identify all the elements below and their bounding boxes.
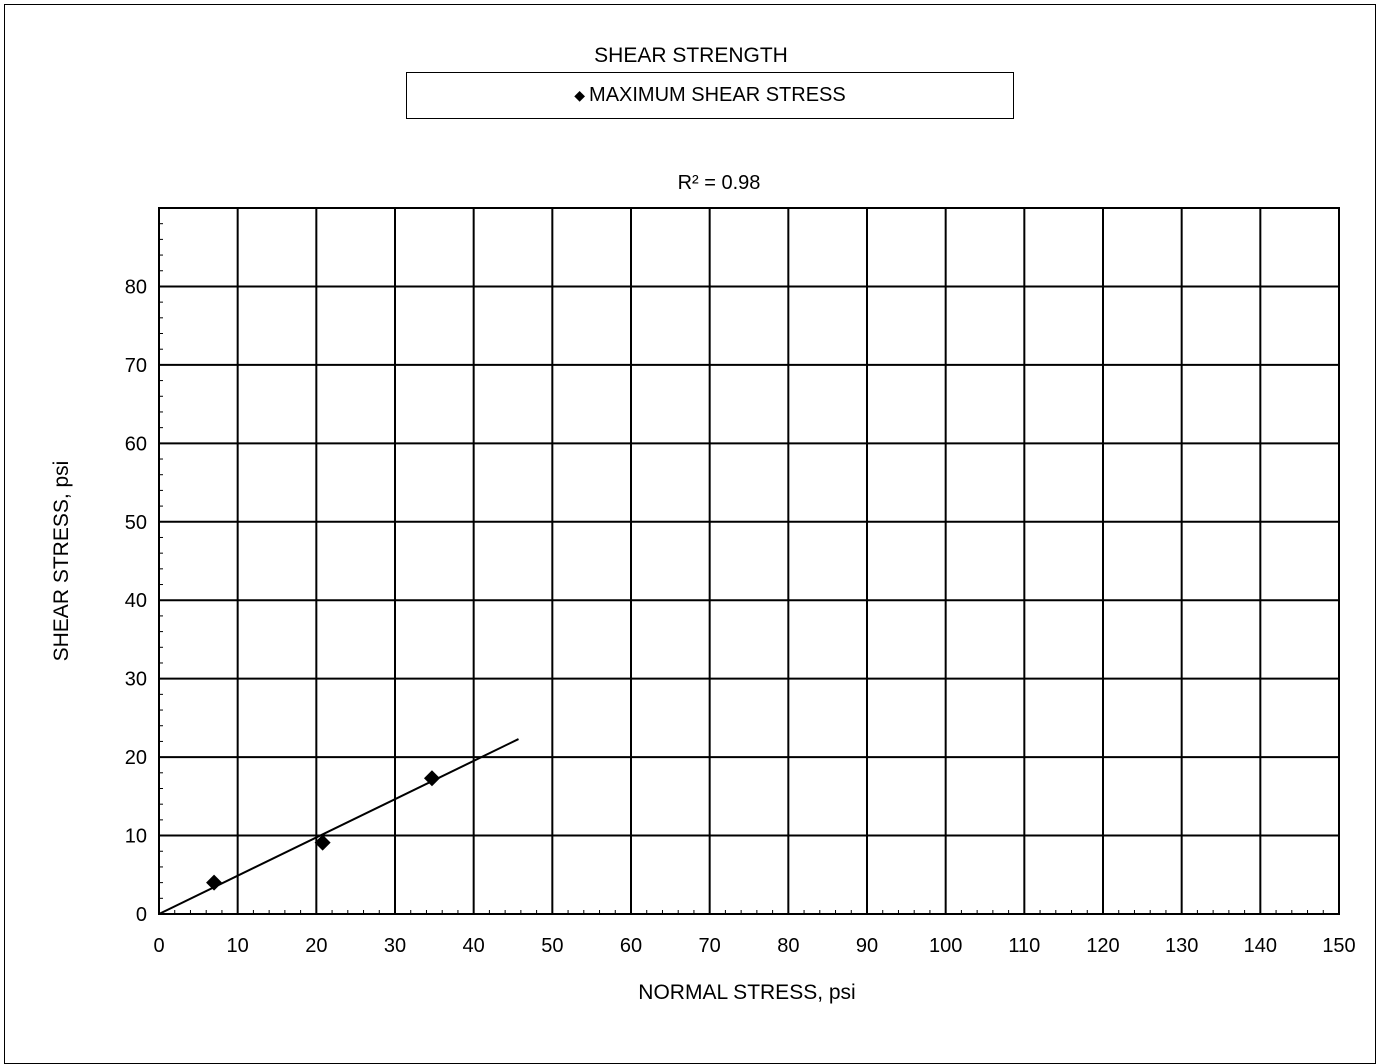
legend-diamond-icon: ◆	[574, 87, 586, 103]
y-tick-label: 40	[125, 590, 147, 612]
legend-entry-label: MAXIMUM SHEAR STRESS	[589, 84, 846, 106]
x-axis-label: NORMAL STRESS, psi	[638, 981, 856, 1004]
y-tick-label: 30	[125, 669, 147, 691]
x-tick-label: 60	[620, 935, 642, 957]
x-tick-label: 70	[699, 935, 721, 957]
x-tick-label: 90	[856, 935, 878, 957]
x-tick-label: 110	[1008, 935, 1040, 957]
x-tick-label: 50	[541, 935, 563, 957]
plot-border	[158, 207, 1340, 915]
y-tick-label: 80	[125, 276, 147, 298]
y-tick-label: 70	[125, 355, 147, 377]
data-point	[423, 770, 440, 787]
y-tick-label: 60	[125, 433, 147, 455]
y-tick-label: 20	[125, 747, 147, 769]
chart-title: SHEAR STRENGTH	[594, 44, 788, 67]
x-tick-label: 0	[153, 935, 164, 957]
x-tick-label: 100	[929, 935, 962, 957]
x-tick-label: 80	[777, 935, 799, 957]
y-axis-label: SHEAR STRESS, psi	[50, 460, 73, 662]
x-tick-label: 20	[305, 935, 327, 957]
x-tick-label: 150	[1322, 935, 1355, 957]
y-tick-label: 0	[136, 904, 147, 926]
x-tick-label: 40	[463, 935, 485, 957]
x-tick-label: 120	[1086, 935, 1119, 957]
x-tick-label: 140	[1244, 935, 1277, 957]
x-tick-label: 30	[384, 935, 406, 957]
y-tick-label: 50	[125, 512, 147, 534]
data-point	[314, 834, 331, 851]
y-tick-label: 10	[125, 826, 147, 848]
legend: ◆ MAXIMUM SHEAR STRESS	[406, 72, 1014, 119]
x-tick-label: 130	[1165, 935, 1198, 957]
x-tick-label: 10	[227, 935, 249, 957]
r-squared-annotation: R² = 0.98	[677, 172, 761, 194]
data-point	[206, 874, 223, 891]
